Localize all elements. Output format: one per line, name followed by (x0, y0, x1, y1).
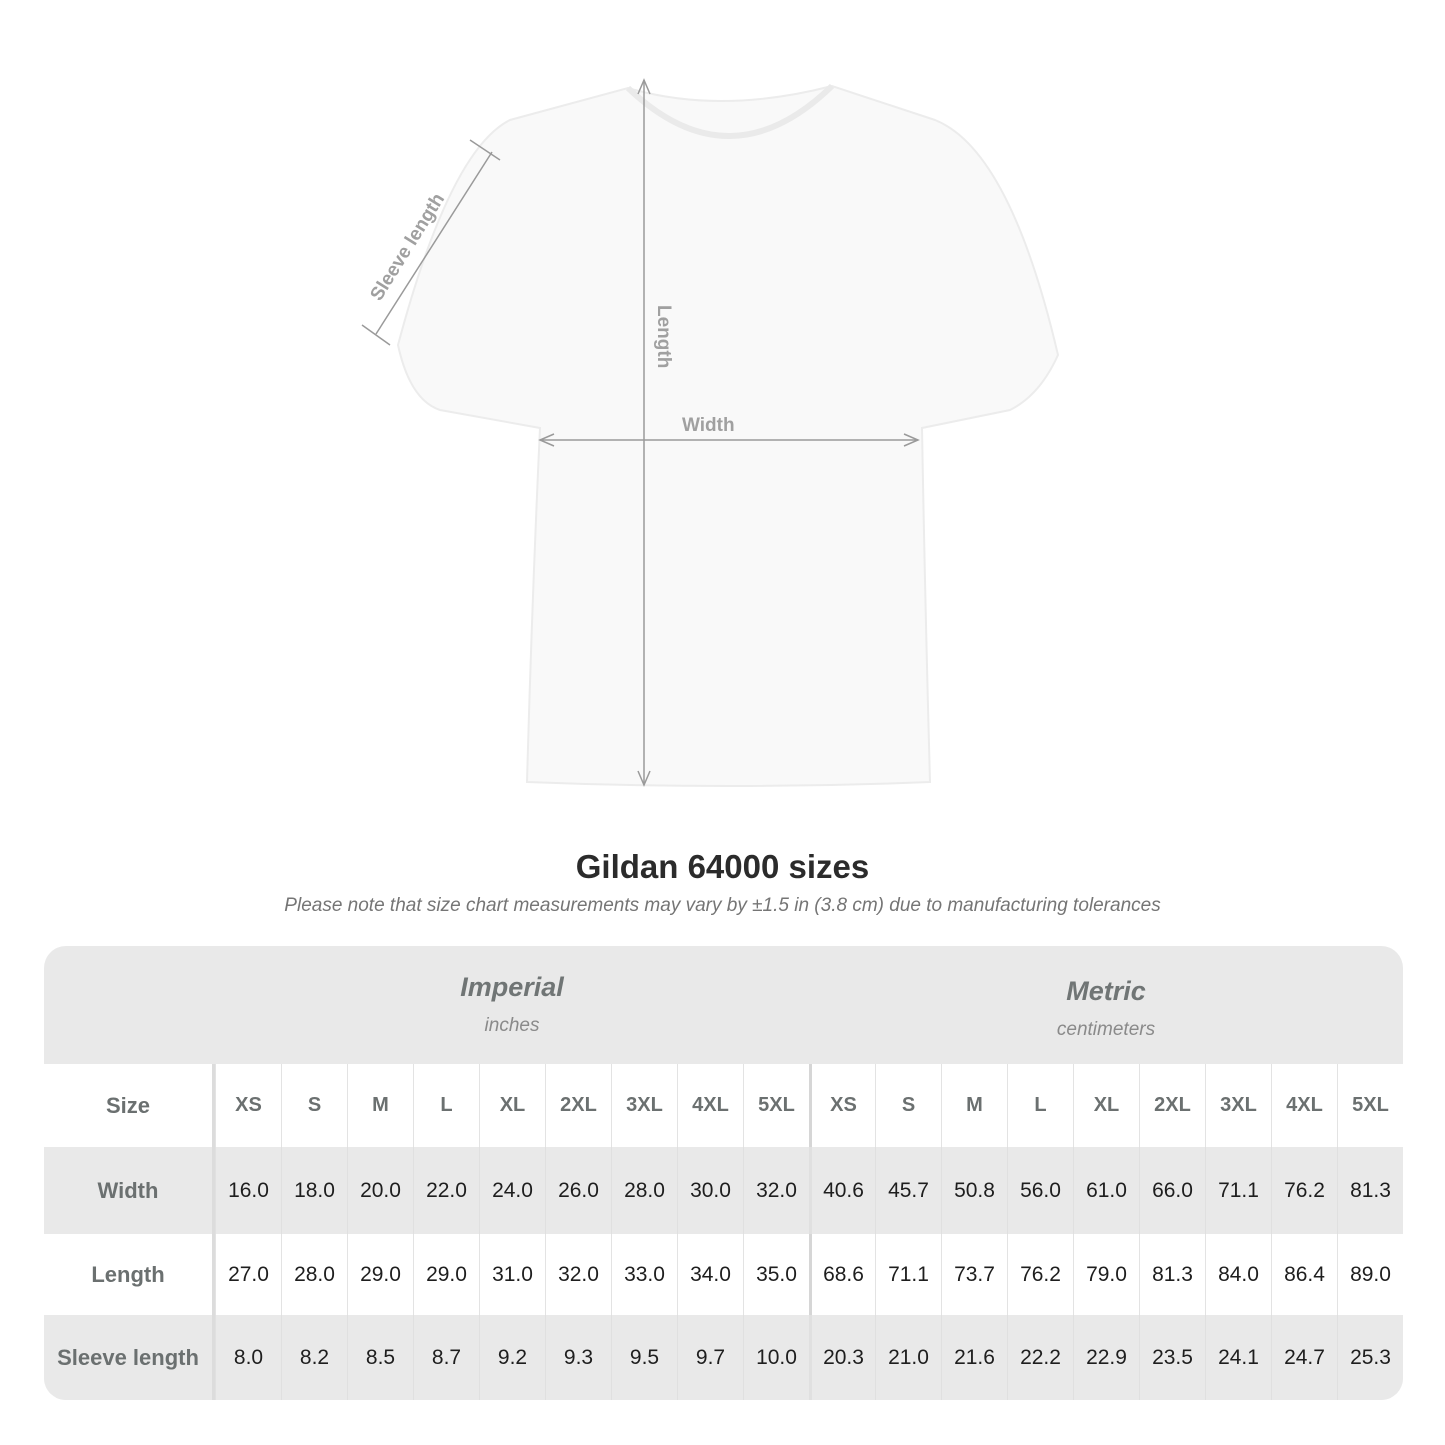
size-header-cell: 3XL (1205, 1064, 1271, 1147)
metric-value-cell: 23.5 (1139, 1315, 1205, 1400)
imperial-value-cell: 9.7 (677, 1315, 743, 1400)
tshirt-collar (625, 83, 835, 139)
imperial-value-cell: 8.5 (347, 1315, 413, 1400)
row-label: Width (44, 1147, 215, 1234)
metric-value-cell: 71.1 (875, 1234, 941, 1315)
metric-value-cell: 56.0 (1007, 1147, 1073, 1234)
metric-value-cell: 79.0 (1073, 1234, 1139, 1315)
metric-value-cell: 21.6 (941, 1315, 1007, 1400)
metric-value-cell: 73.7 (941, 1234, 1007, 1315)
imperial-value-cell: 8.0 (215, 1315, 281, 1400)
imperial-value-cell: 10.0 (743, 1315, 809, 1400)
size-header-cell: 5XL (743, 1064, 809, 1147)
imperial-value-cell: 35.0 (743, 1234, 809, 1315)
imperial-value-cell: 8.7 (413, 1315, 479, 1400)
metric-value-cell: 84.0 (1205, 1234, 1271, 1315)
size-header-cell: L (413, 1064, 479, 1147)
metric-value-cell: 66.0 (1139, 1147, 1205, 1234)
imperial-value-cell: 20.0 (347, 1147, 413, 1234)
size-header-cell: M (941, 1064, 1007, 1147)
imperial-value-cell: 8.2 (281, 1315, 347, 1400)
page-title: Gildan 64000 sizes (575, 848, 870, 885)
imperial-title: Imperial (460, 972, 564, 1002)
size-header-cell: XL (479, 1064, 545, 1147)
imperial-value-cell: 9.2 (479, 1315, 545, 1400)
tshirt-shape (396, 84, 1060, 787)
imperial-value-cell: 27.0 (215, 1234, 281, 1315)
table-row: Sleeve length 8.0 8.2 8.5 8.7 9.2 9.3 9.5 9.7 10.… (44, 1315, 1403, 1400)
size-header-cell: S (281, 1064, 347, 1147)
metric-value-cell: 89.0 (1337, 1234, 1403, 1315)
metric-value-cell: 21.0 (875, 1315, 941, 1400)
metric-value-cell: 24.7 (1271, 1315, 1337, 1400)
imperial-value-cell: 18.0 (281, 1147, 347, 1234)
imperial-value-cell: 29.0 (413, 1234, 479, 1315)
metric-value-cell: 20.3 (809, 1315, 875, 1400)
row-label: Sleeve length (44, 1315, 215, 1400)
metric-value-cell: 68.6 (809, 1234, 875, 1315)
imperial-value-cell: 32.0 (545, 1234, 611, 1315)
metric-value-cell: 76.2 (1007, 1234, 1073, 1315)
metric-value-cell: 76.2 (1271, 1147, 1337, 1234)
size-row: Size XS S M L XL 2XL 3XL 4XL 5XL XS S M L XL 2XL 3XL 4XL 5… (44, 1064, 1403, 1147)
size-header-cell: XS (215, 1064, 281, 1147)
table-row: Width 16.0 18.0 20.0 22.0 24.0 26.0 28.0 30.0 32.… (44, 1147, 1403, 1234)
metric-value-cell: 81.3 (1139, 1234, 1205, 1315)
metric-value-cell: 22.2 (1007, 1315, 1073, 1400)
metric-value-cell: 61.0 (1073, 1147, 1139, 1234)
size-header-cell: 2XL (545, 1064, 611, 1147)
size-header-cell: 4XL (1271, 1064, 1337, 1147)
imperial-value-cell: 28.0 (281, 1234, 347, 1315)
metric-value-cell: 45.7 (875, 1147, 941, 1234)
size-header-cell: 2XL (1139, 1064, 1205, 1147)
row-label: Length (44, 1234, 215, 1315)
length-label: Length (653, 305, 674, 368)
size-header-cell: L (1007, 1064, 1073, 1147)
imperial-value-cell: 31.0 (479, 1234, 545, 1315)
imperial-value-cell: 34.0 (677, 1234, 743, 1315)
metric-title: Metric (1066, 976, 1146, 1006)
metric-value-cell: 50.8 (941, 1147, 1007, 1234)
metric-unit: centimeters (1056, 1019, 1156, 1040)
imperial-value-cell: 30.0 (677, 1147, 743, 1234)
metric-value-cell: 71.1 (1205, 1147, 1271, 1234)
imperial-value-cell: 28.0 (611, 1147, 677, 1234)
size-header-cell: XL (1073, 1064, 1139, 1147)
imperial-value-cell: 26.0 (545, 1147, 611, 1234)
imperial-value-cell: 16.0 (215, 1147, 281, 1234)
imperial-header: Imperial inches (215, 946, 809, 1090)
imperial-value-cell: 32.0 (743, 1147, 809, 1234)
size-header-cell: M (347, 1064, 413, 1147)
size-table: Imperial inches Metric centimeters Size X… (44, 946, 1403, 1400)
size-header-cell: 4XL (677, 1064, 743, 1147)
imperial-value-cell: 24.0 (479, 1147, 545, 1234)
metric-value-cell: 22.9 (1073, 1315, 1139, 1400)
imperial-value-cell: 33.0 (611, 1234, 677, 1315)
sleeve-measure-line (375, 151, 493, 335)
metric-value-cell: 24.1 (1205, 1315, 1271, 1400)
tolerance-note: Please note that size chart measurements… (284, 895, 1161, 916)
imperial-value-cell: 9.3 (545, 1315, 611, 1400)
imperial-value-cell: 9.5 (611, 1315, 677, 1400)
imperial-value-cell: 29.0 (347, 1234, 413, 1315)
table-row: Length 27.0 28.0 29.0 29.0 31.0 32.0 33.0 34.0 35… (44, 1234, 1403, 1315)
metric-value-cell: 86.4 (1271, 1234, 1337, 1315)
width-label: Width (682, 415, 735, 436)
size-header-cell: S (875, 1064, 941, 1147)
size-header-cell: 3XL (611, 1064, 677, 1147)
imperial-value-cell: 22.0 (413, 1147, 479, 1234)
size-header-cell: XS (809, 1064, 875, 1147)
metric-value-cell: 81.3 (1337, 1147, 1403, 1234)
imperial-unit: inches (484, 1015, 540, 1036)
size-header-label: Size (44, 1064, 215, 1147)
tshirt-diagram: Length Width Sleeve length (361, 78, 1060, 787)
metric-header: Metric centimeters (809, 946, 1403, 1094)
metric-value-cell: 25.3 (1337, 1315, 1403, 1400)
metric-value-cell: 40.6 (809, 1147, 875, 1234)
size-header-cell: 5XL (1337, 1064, 1403, 1147)
